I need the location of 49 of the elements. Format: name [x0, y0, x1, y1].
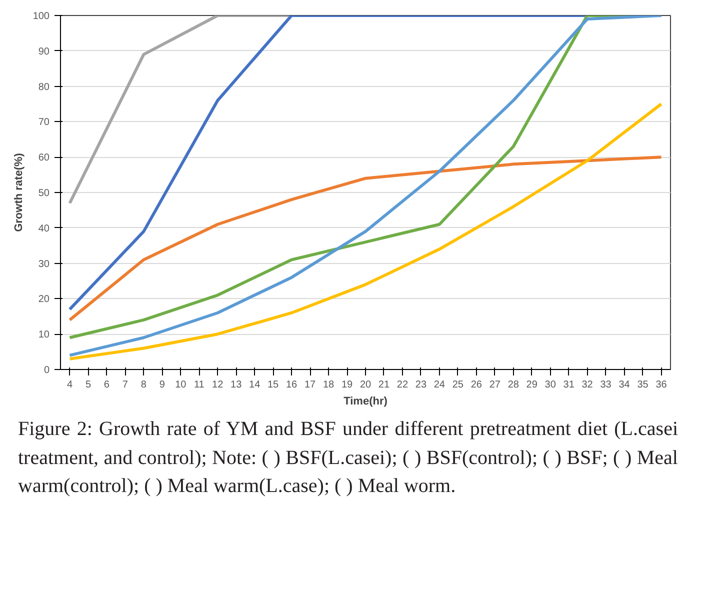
- x-tick-label: 17: [304, 380, 316, 390]
- line-series: [68, 156, 663, 322]
- x-tick-label: 11: [194, 380, 205, 390]
- y-tick-label: 100: [32, 11, 50, 22]
- x-tick-label: 20: [360, 380, 372, 390]
- x-tick-label: 26: [470, 380, 482, 390]
- x-tick-label: 34: [618, 380, 630, 390]
- x-tick-label: 36: [656, 380, 668, 390]
- x-tick-label: 24: [434, 380, 446, 390]
- x-tick-label: 25: [452, 380, 464, 390]
- x-tick-label: 8: [140, 380, 147, 390]
- x-tick-label: 32: [582, 380, 594, 390]
- x-tick-label: 21: [378, 380, 390, 390]
- x-tick-label: 4: [66, 380, 73, 390]
- x-tick-label: 16: [286, 380, 298, 390]
- x-tick-label: 23: [415, 380, 427, 390]
- y-tick-label: 10: [38, 330, 50, 341]
- y-tick-label: 30: [38, 258, 50, 270]
- y-tick-label: 40: [38, 223, 50, 234]
- x-tick-label: 7: [122, 380, 128, 390]
- x-axis-title: Time(hr): [344, 396, 388, 408]
- x-tick-label: 13: [230, 380, 242, 390]
- y-tick-label: 80: [38, 82, 50, 93]
- x-tick-label: 12: [212, 380, 224, 390]
- y-tick-label: 20: [38, 294, 50, 306]
- x-tick-label: 10: [175, 380, 187, 390]
- x-tick-label: 5: [85, 380, 92, 390]
- y-tick-label: 70: [38, 117, 50, 128]
- x-tick-label: 29: [526, 380, 538, 390]
- y-tick-label: 90: [38, 46, 50, 58]
- x-tick-label: 14: [249, 380, 261, 390]
- y-tick-label: 0: [44, 365, 50, 376]
- x-tick-label: 33: [600, 380, 612, 390]
- x-tick-label: 9: [159, 380, 166, 390]
- x-tick-label: 15: [268, 380, 280, 390]
- line-series: [68, 102, 663, 360]
- x-tick-label: 31: [563, 380, 575, 390]
- x-tick-label: 22: [396, 380, 408, 390]
- x-tick-label: 18: [322, 380, 335, 390]
- y-axis-title: Growth rate(%): [12, 152, 25, 232]
- x-tick-label: 30: [544, 380, 556, 390]
- x-tick-label: 19: [341, 380, 354, 390]
- y-tick-label: 60: [38, 152, 50, 164]
- x-tick-label: 35: [637, 380, 649, 390]
- x-tick-label: 27: [489, 380, 501, 390]
- x-tick-label: 6: [104, 380, 110, 390]
- y-tick-label: 50: [38, 188, 50, 199]
- caption: Figure 2: Growth rate of YM and BSF under different pretreatment diet (L.casei treatment, and control); Note: ( ) BSF(L.casei); ( ) BSF(control); ( ) BSF; ( ) Meal warm(control); ( ) Meal warm(L.case); ( ) Meal worm.: [18, 417, 678, 500]
- x-tick-label: 28: [508, 380, 520, 390]
